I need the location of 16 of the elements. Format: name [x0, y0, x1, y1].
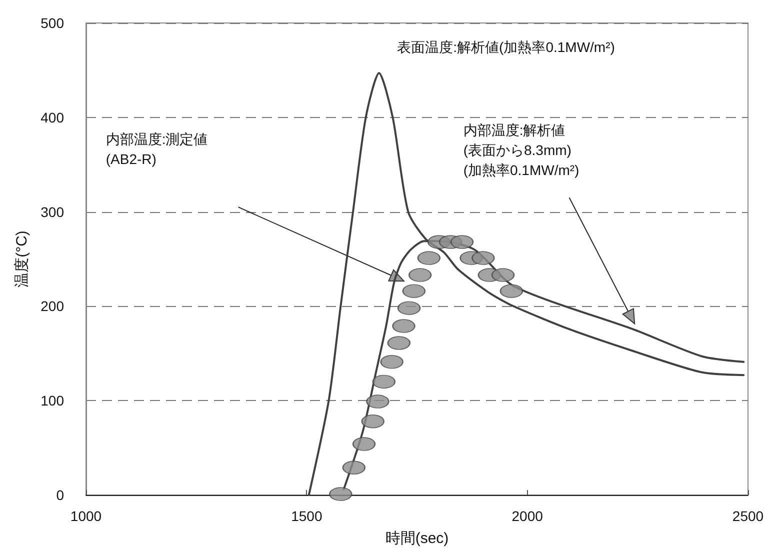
x-tick-label: 2000 — [512, 508, 544, 524]
y-tick-label: 500 — [40, 15, 64, 31]
y-axis-title: 温度(°C) — [14, 230, 31, 288]
x-tick-label: 1500 — [291, 508, 322, 524]
x-tick-label: 1000 — [70, 508, 102, 524]
x-tick-label: 2500 — [732, 508, 764, 524]
y-tick-label: 400 — [40, 109, 64, 126]
y-tick-label: 200 — [40, 298, 64, 314]
annotation: 内部温度:解析値 (表面から8.3mm) (加熱率0.1MW/m²) — [463, 122, 580, 178]
annotation: 内部温度:測定値 (AB2-R) — [106, 131, 208, 168]
annotation: 表面温度:解析値(加熱率0.1MW/m²) — [397, 39, 615, 56]
y-tick-label: 0 — [56, 487, 64, 503]
x-axis-title: 時間(sec) — [385, 530, 449, 547]
y-tick-label: 100 — [40, 392, 64, 409]
y-tick-label: 300 — [40, 204, 64, 220]
line-series — [308, 72, 745, 496]
